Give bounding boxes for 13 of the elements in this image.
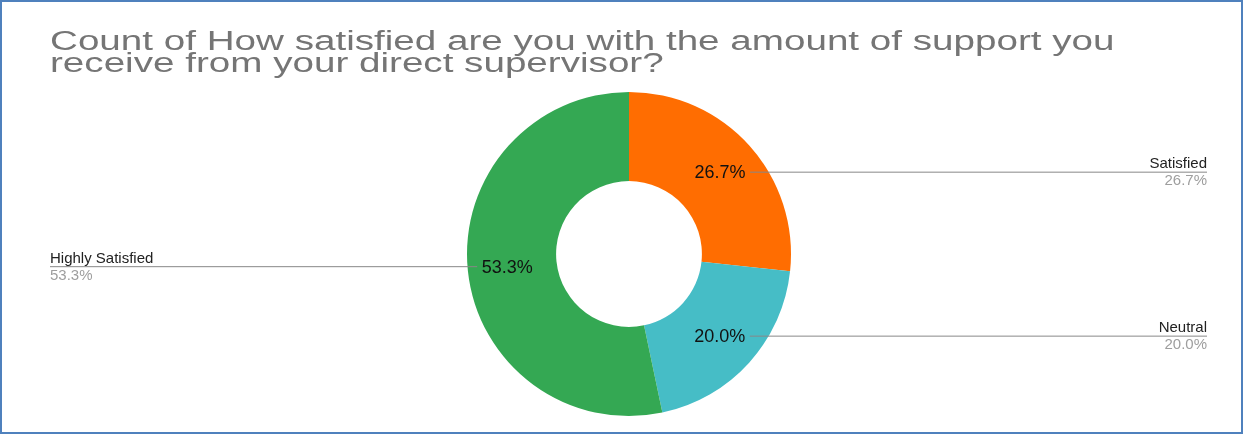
text: 20.0% (1164, 335, 1207, 353)
donut-slice (467, 92, 663, 416)
data-label: 26.7% (694, 162, 746, 183)
data-label: 20.0% (694, 326, 746, 347)
text: 53.3% (50, 265, 93, 283)
donut-slice (629, 92, 791, 272)
slice-label: Satisfied (1149, 154, 1207, 172)
slice-label: Highly Satisfied (50, 248, 154, 266)
donut-slice (644, 261, 791, 413)
slice-label: Neutral (1158, 318, 1207, 336)
text: 26.7% (1164, 171, 1207, 189)
data-label: 53.3% (481, 256, 533, 277)
chart-title: Count of How satisfied are you with the amount of support you receive from your direct supervisor? (50, 26, 1116, 78)
